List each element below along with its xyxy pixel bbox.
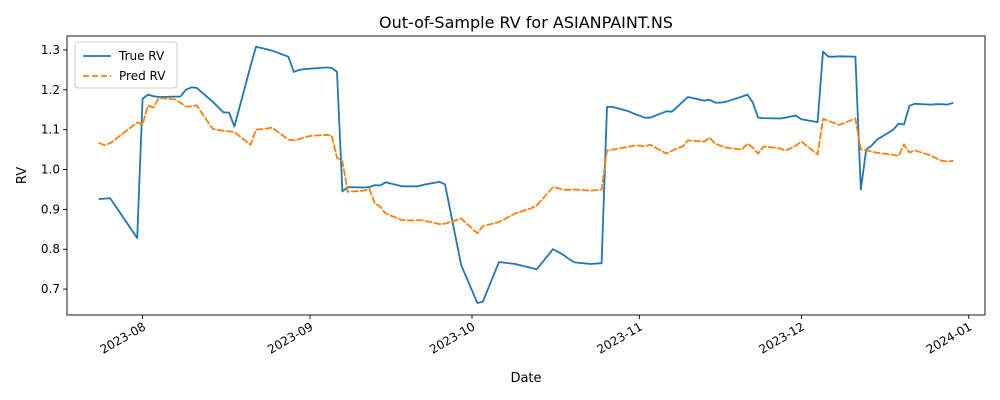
y-tick-label: 0.7 [41, 282, 60, 296]
y-tick-label: 0.8 [41, 242, 60, 256]
legend-label: Pred RV [119, 69, 166, 83]
y-tick-label: 1.0 [41, 163, 60, 177]
y-tick-label: 0.9 [41, 202, 60, 216]
legend-box [74, 41, 178, 89]
y-tick-label: 1.3 [41, 43, 60, 57]
series-line-true-rv [98, 45, 954, 304]
plot-area [66, 35, 986, 316]
y-tick-label: 1.2 [41, 83, 60, 97]
legend: True RV Pred RV [74, 41, 178, 89]
series-line-pred-rv [98, 96, 954, 235]
plot-frame [66, 35, 986, 316]
y-axis: 0.7 0.8 0.9 1.0 1.1 1.2 1.3 [41, 43, 67, 296]
x-axis-title: Date [510, 371, 541, 386]
y-tick-label: 1.1 [41, 123, 60, 137]
chart-title: Out-of-Sample RV for ASIANPAINT.NS [379, 13, 673, 32]
y-axis-title: RV [15, 167, 30, 184]
legend-label: True RV [118, 49, 165, 63]
series-layer [98, 45, 954, 304]
